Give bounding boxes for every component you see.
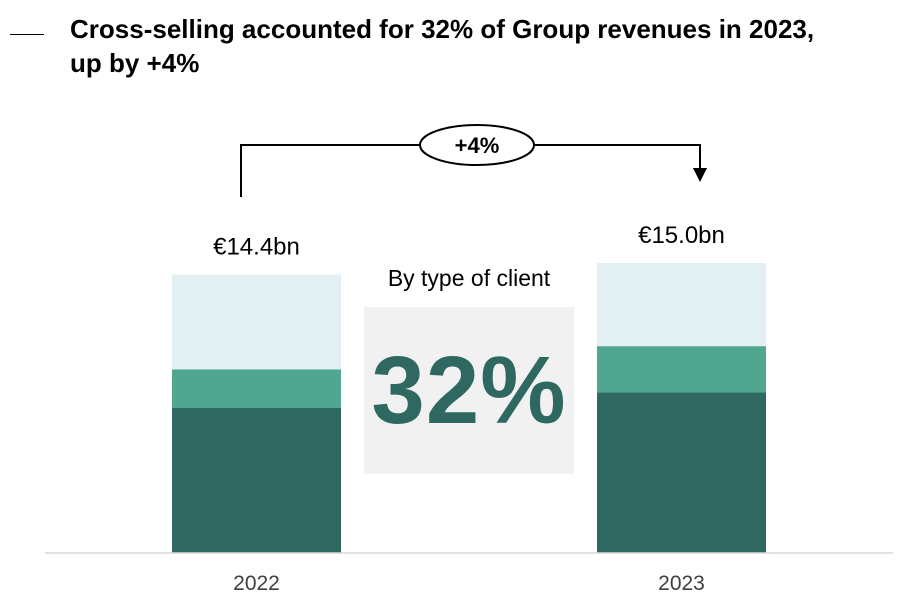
total-label-2022: €14.4bn — [213, 234, 300, 261]
center-label: By type of client — [387, 265, 551, 291]
bar-2023-segment-2 — [597, 346, 766, 393]
bar-2023-segment-1 — [597, 392, 766, 553]
center-highlight-box: 32% — [364, 307, 574, 474]
growth-arrow — [240, 124, 707, 197]
total-label-2023: €15.0bn — [638, 222, 725, 249]
bar-2022-segment-1 — [172, 408, 341, 553]
x-tick-label-2023: 2023 — [658, 572, 705, 595]
growth-ellipse — [419, 124, 535, 166]
bars-group — [172, 263, 766, 553]
bar-2022-segment-3 — [172, 274, 341, 370]
growth-label: +4% — [455, 133, 500, 158]
labels-group: €14.4bn 2022 €15.0bn 2023 — [213, 222, 725, 595]
title-dash — [10, 34, 44, 35]
chart-title: Cross-selling accounted for 32% of Group… — [70, 14, 815, 78]
bar-2023-segment-3 — [597, 263, 766, 347]
bar-2022-segment-2 — [172, 369, 341, 408]
growth-arrow-head — [693, 168, 707, 182]
center-value: 32% — [371, 336, 567, 444]
x-tick-label-2022: 2022 — [233, 572, 280, 595]
